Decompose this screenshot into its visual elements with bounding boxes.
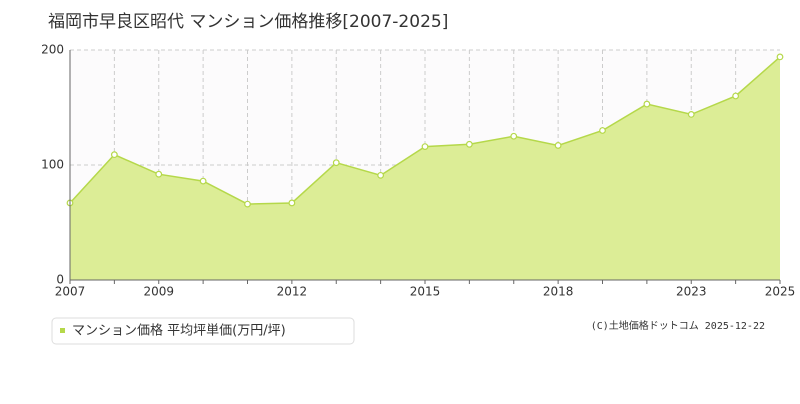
point <box>377 171 385 179</box>
x-tick-label: 2012 <box>277 285 308 299</box>
x-tick-label: 2023 <box>676 285 707 299</box>
point <box>421 143 429 151</box>
point <box>288 199 296 207</box>
point <box>110 151 118 159</box>
point <box>465 140 473 148</box>
x-tick-label: 2025 <box>765 285 796 299</box>
point <box>155 170 163 178</box>
y-tick-label: 0 <box>56 273 64 287</box>
x-tick-label: 2009 <box>143 285 174 299</box>
point <box>776 53 784 61</box>
footer: (C)土地価格ドットコム 2025-12-22 <box>591 319 765 332</box>
x-tick-label: 2015 <box>410 285 441 299</box>
point <box>687 110 695 118</box>
legend-label: マンション価格 平均坪単価(万円/坪) <box>72 323 286 339</box>
legend-swatch <box>60 328 65 333</box>
y-tick-label: 200 <box>41 43 64 57</box>
point <box>599 127 606 134</box>
point <box>643 100 651 108</box>
x-tick-label: 2018 <box>543 285 574 299</box>
point <box>199 177 207 185</box>
legend <box>51 317 355 345</box>
point <box>732 92 740 100</box>
point <box>554 142 562 149</box>
chart-title: 福岡市早良区昭代 マンション価格推移[2007-2025] <box>48 12 448 32</box>
y-tick-label: 100 <box>41 158 64 172</box>
x-tick-label: 2007 <box>55 285 86 299</box>
point <box>332 159 340 167</box>
point <box>510 132 518 140</box>
point <box>244 200 251 208</box>
area-fill <box>70 56 780 281</box>
